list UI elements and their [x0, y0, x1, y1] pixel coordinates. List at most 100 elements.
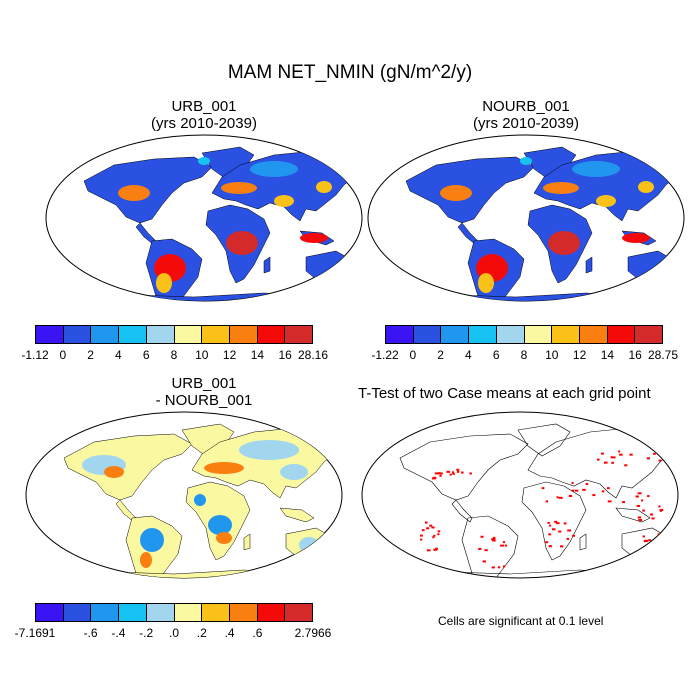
significant-cell [478, 547, 482, 550]
colorbar-urb-swatch [63, 326, 92, 343]
colorbar-nourb-swatch [413, 326, 442, 343]
significant-cell [548, 533, 552, 536]
colorbar-nourb-swatch [607, 326, 636, 343]
significant-cell [424, 521, 428, 524]
colorbar-urb-tick-label: 4 [115, 348, 122, 362]
significant-cell [600, 452, 604, 455]
colorbar-nourb-tick-label: 4 [465, 348, 472, 362]
significant-cell [611, 461, 614, 464]
significant-cell [618, 450, 621, 453]
significant-cell [437, 533, 440, 536]
colorbar-diff-swatch [146, 604, 175, 621]
significant-cell [663, 548, 667, 551]
map-ttest [361, 411, 679, 579]
colorbar-nourb-tick-label: 28.75 [647, 348, 679, 362]
significant-cell [551, 528, 556, 531]
colorbar-urb-swatch [119, 326, 147, 343]
colorbar-diff-tick-label: .4 [224, 626, 235, 640]
significant-cell [585, 482, 589, 485]
significant-cell [648, 539, 651, 542]
colorbar-diff-tick-label: 2.7966 [294, 626, 332, 640]
significant-cell [502, 541, 505, 544]
significant-cell [558, 530, 562, 533]
colorbar-diff-swatch [36, 604, 64, 621]
significant-cell [554, 520, 558, 523]
urb-high-regions [118, 157, 332, 293]
panel-nourb-title: NOURB_001 (yrs 2010-2039) [366, 98, 686, 132]
significant-cell [647, 495, 650, 498]
colorbar-nourb-swatch [441, 326, 470, 343]
significant-cell [641, 499, 644, 502]
colorbar-nourb-swatch [635, 326, 663, 343]
significant-cell [559, 545, 564, 548]
colorbar-urb-swatch [146, 326, 175, 343]
significant-cell [426, 527, 430, 530]
panel-diff-title-line2: - NOURB_001 [155, 392, 253, 409]
significant-cell [558, 496, 563, 499]
significant-cell [469, 472, 472, 475]
colorbar-diff-swatch [229, 604, 258, 621]
panel-nourb-title-line1: NOURB_001 [482, 98, 570, 115]
significant-cell [658, 505, 661, 508]
significant-cell [597, 458, 600, 461]
colorbar-urb-swatch [36, 326, 64, 343]
significant-cell [661, 545, 666, 548]
colorbar-diff-tick-label: .6 [252, 626, 263, 640]
significant-cell [636, 504, 641, 507]
significant-cell [629, 453, 633, 456]
colorbar-urb-swatch [229, 326, 258, 343]
panel-ttest-title: T-Test of two Case means at each grid po… [358, 385, 651, 402]
colorbar-urb-tick-label: 14 [250, 348, 265, 362]
significant-cell [431, 526, 435, 529]
colorbar-urb-swatch [174, 326, 203, 343]
colorbar-nourb-swatch [552, 326, 580, 343]
colorbar-nourb-swatches [385, 325, 663, 344]
colorbar-diff-swatch [91, 604, 120, 621]
colorbar-diff: -7.1691 -.6 -.4 -.2 .0 .2 .4 .6 2.7966 [15, 603, 331, 643]
significant-cell [497, 566, 501, 569]
colorbar-diff-swatches [35, 603, 313, 622]
significant-cell [547, 521, 550, 524]
colorbar-diff-swatch [257, 604, 286, 621]
colorbar-diff-swatch [119, 604, 147, 621]
colorbar-urb-swatch [257, 326, 286, 343]
colorbar-urb-tick-label: 6 [142, 348, 150, 362]
colorbar-diff-tick-label: -7.1691 [14, 626, 56, 640]
colorbar-urb-tick-label: 0 [59, 348, 67, 362]
colorbar-nourb-tick-label: 8 [520, 348, 528, 362]
significant-cell [437, 472, 441, 475]
significant-cell [606, 487, 610, 490]
significant-cell [433, 548, 438, 551]
significant-cell [492, 539, 496, 542]
significant-cell [420, 534, 423, 537]
colorbar-nourb: -1.22 0 2 4 6 8 10 12 14 16 28.75 [371, 325, 678, 365]
significant-cell [456, 468, 460, 471]
significant-cell [567, 529, 572, 532]
colorbar-diff-swatch [63, 604, 92, 621]
colorbar-diff-tick-label: .0 [168, 626, 180, 640]
colorbar-nourb-tick-label: 14 [600, 348, 615, 362]
significant-cell [500, 544, 505, 547]
significant-cell [437, 530, 441, 533]
significant-cell [659, 509, 662, 512]
colorbar-urb-swatch [91, 326, 120, 343]
significant-cell [658, 451, 661, 454]
significant-cell [435, 547, 438, 550]
significant-cell [637, 516, 642, 519]
significant-cell [548, 545, 552, 548]
colorbar-nourb-swatch [469, 326, 497, 343]
colorbar-urb-swatch [202, 326, 230, 343]
colorbar-nourb-tick-label: 12 [572, 348, 587, 362]
significant-cell [480, 535, 484, 538]
colorbar-urb-tick-label: 8 [170, 348, 178, 362]
colorbar-nourb-swatch [386, 326, 414, 343]
panel-urb-title-line1: URB_001 [171, 98, 237, 115]
significant-cell [563, 522, 567, 525]
significant-cell [432, 477, 436, 480]
colorbar-nourb-tick-label: -1.22 [371, 348, 399, 362]
significant-cell [568, 494, 573, 497]
significant-cell [610, 456, 613, 459]
significant-cell [451, 471, 455, 474]
colorbar-diff-tick-label: -.6 [83, 626, 98, 640]
significant-cell [439, 472, 443, 475]
